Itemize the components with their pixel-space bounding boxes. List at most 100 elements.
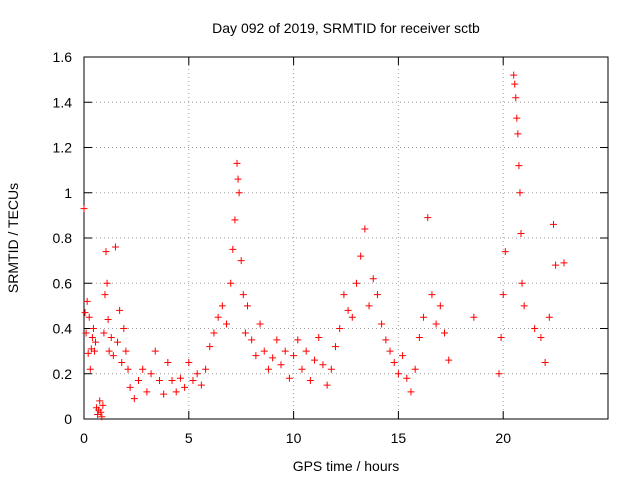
data-point: [512, 94, 520, 102]
data-point: [441, 329, 449, 337]
data-point: [143, 388, 151, 396]
data-point: [407, 388, 415, 396]
data-point: [273, 336, 281, 344]
data-point: [185, 358, 193, 366]
data-point: [378, 320, 386, 328]
data-point: [155, 377, 163, 385]
data-point: [84, 349, 92, 357]
x-tick-label: 0: [80, 430, 88, 446]
data-point: [501, 248, 509, 256]
data-point: [327, 365, 335, 373]
y-axis-label: SRMTID / TECUs: [5, 183, 21, 293]
data-point: [80, 205, 88, 213]
data-point: [99, 401, 107, 409]
data-point: [550, 220, 558, 228]
data-point: [103, 279, 111, 287]
data-point: [120, 325, 128, 332]
data-point: [294, 336, 302, 344]
data-point: [229, 245, 237, 253]
data-point: [348, 313, 356, 321]
data-point: [102, 248, 110, 256]
data-point: [365, 302, 373, 310]
data-point: [210, 329, 218, 337]
data-point: [336, 325, 344, 332]
data-point: [88, 334, 96, 342]
data-point: [531, 325, 539, 332]
data-point: [111, 243, 119, 251]
data-point: [202, 365, 210, 373]
data-point: [168, 377, 176, 385]
data-point: [107, 334, 115, 342]
data-point: [373, 291, 381, 299]
data-point: [223, 320, 231, 328]
data-point: [104, 315, 112, 323]
data-point: [105, 347, 113, 355]
data-point: [147, 370, 155, 378]
data-point: [518, 279, 526, 287]
data-point: [399, 352, 407, 360]
y-tick-label: 0.4: [53, 321, 73, 337]
data-point: [114, 338, 122, 346]
y-tick-label: 0.2: [53, 366, 73, 382]
data-point: [83, 297, 91, 305]
data-point: [100, 329, 108, 337]
y-tick-label: 1: [64, 185, 72, 201]
data-point: [545, 313, 553, 321]
data-point: [181, 383, 189, 391]
data-point: [285, 374, 293, 382]
data-point: [96, 397, 104, 405]
data-point: [332, 343, 340, 351]
data-point: [252, 352, 260, 360]
chart-title: Day 092 of 2019, SRMTID for receiver sct…: [212, 20, 480, 36]
data-point: [420, 313, 428, 321]
data-point: [214, 313, 222, 321]
data-point: [369, 275, 377, 283]
data-point: [495, 370, 503, 378]
data-point: [234, 175, 242, 183]
data-point: [560, 259, 568, 267]
data-point: [319, 361, 327, 369]
x-tick-label: 15: [391, 430, 407, 446]
data-point: [101, 291, 109, 299]
data-point: [231, 216, 239, 224]
data-point: [89, 325, 97, 332]
data-point: [281, 347, 289, 355]
data-point: [323, 381, 331, 389]
data-point: [218, 302, 226, 310]
y-tick-label: 1.6: [53, 49, 73, 65]
data-point: [81, 309, 89, 317]
data-point: [193, 370, 201, 378]
axis-ticks: 0 0.2 0.4 0.6 0.8 1 1.2 1.4 1.6 0 5 10 15 20: [53, 49, 608, 446]
data-point: [432, 320, 440, 328]
data-point: [403, 374, 411, 382]
data-point: [352, 279, 360, 287]
data-point: [206, 343, 214, 351]
y-tick-label: 1.2: [53, 140, 73, 156]
data-point: [424, 214, 432, 222]
data-point: [386, 347, 394, 355]
data-point: [513, 114, 521, 122]
data-point: [357, 252, 365, 260]
data-point: [290, 352, 298, 360]
data-point: [124, 365, 132, 373]
data-point: [428, 291, 436, 299]
data-point: [189, 377, 197, 385]
data-point: [436, 302, 444, 310]
data-point: [470, 313, 478, 321]
y-tick-label: 0.8: [53, 230, 73, 246]
data-point: [415, 334, 423, 342]
data-point: [134, 377, 142, 385]
data-points: [80, 71, 568, 421]
data-point: [552, 261, 560, 269]
data-point: [235, 189, 243, 197]
data-point: [516, 189, 524, 197]
data-point: [82, 329, 90, 337]
data-point: [394, 370, 402, 378]
data-point: [511, 80, 519, 88]
data-point: [260, 347, 268, 355]
data-point: [233, 159, 241, 167]
x-tick-label: 5: [185, 430, 193, 446]
data-point: [109, 352, 117, 360]
